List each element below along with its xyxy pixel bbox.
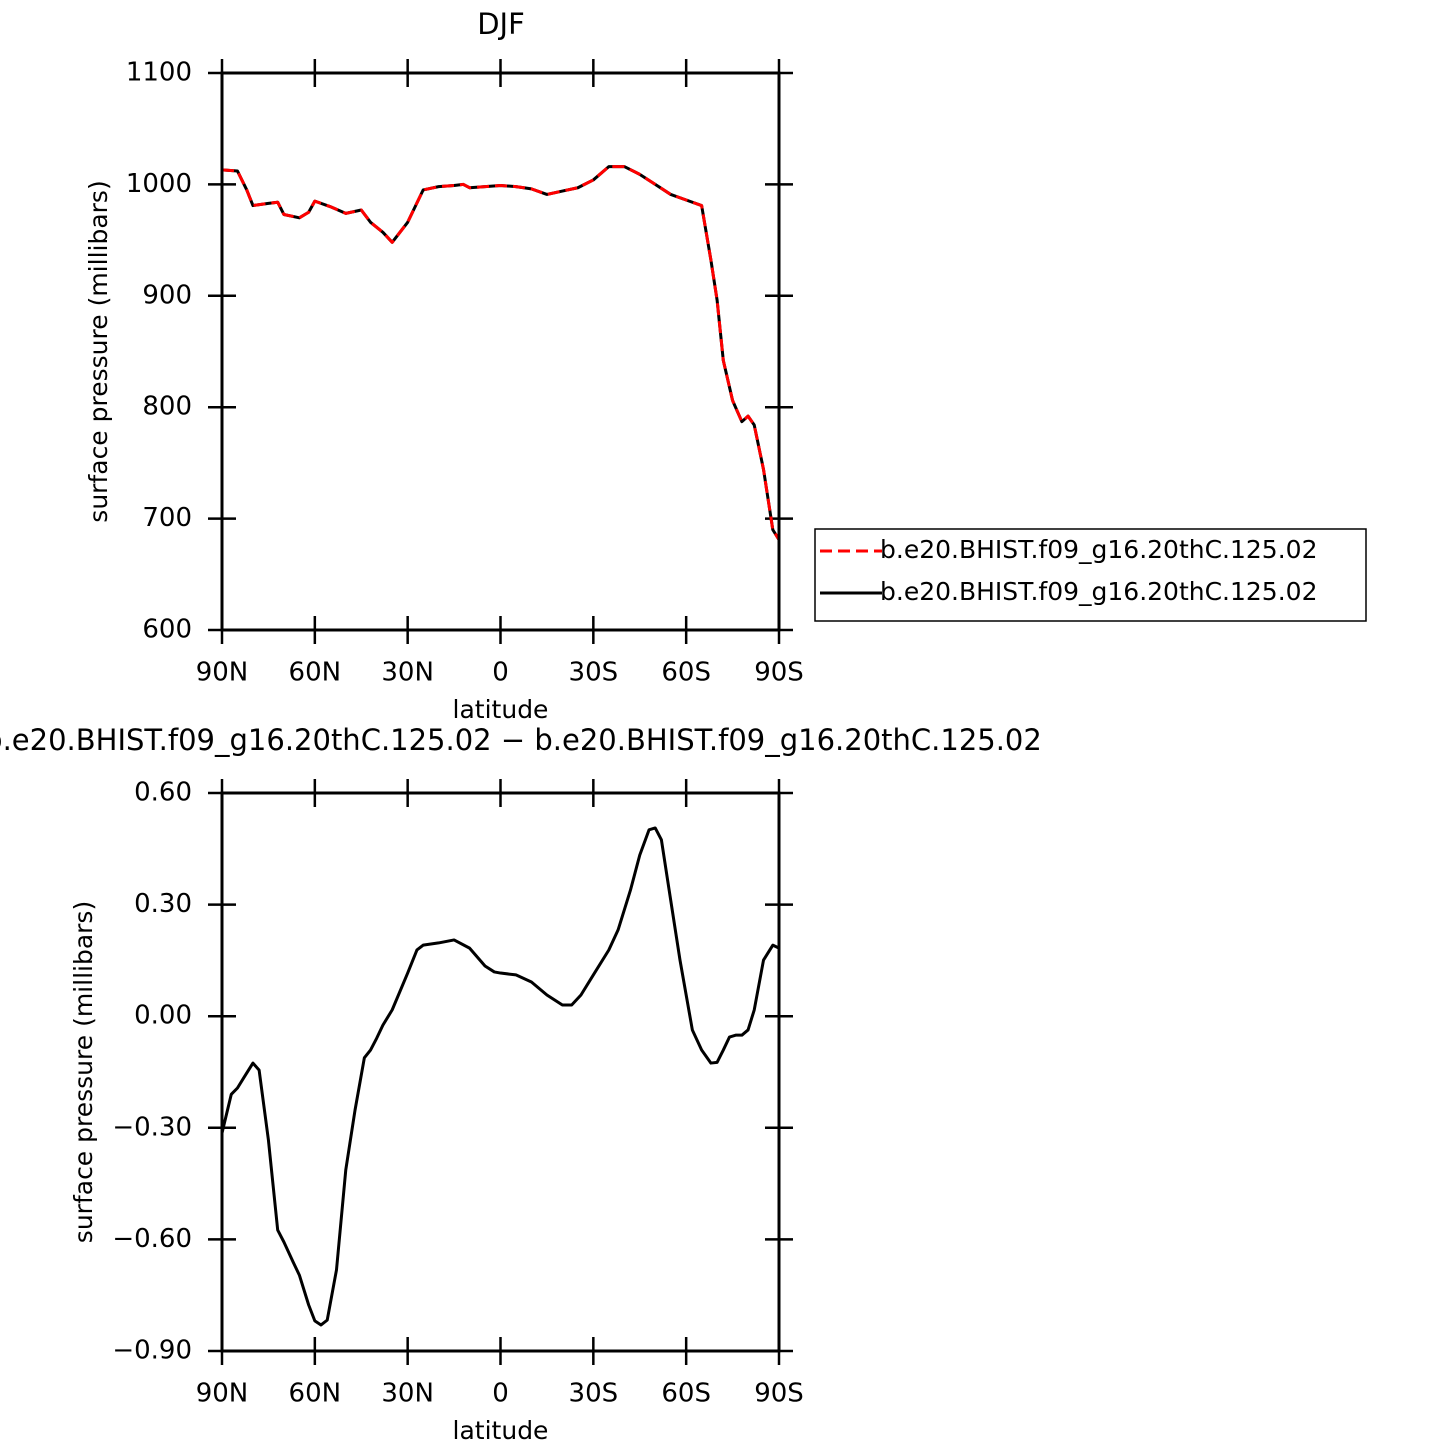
x-tick-label: 90S [754, 1379, 804, 1409]
x-tick-label: 30S [569, 1379, 619, 1409]
series-line [220, 826, 780, 1327]
y-axis-label: surface pressure (millibars) [84, 180, 113, 522]
y-tick-label: −0.60 [112, 1224, 192, 1254]
x-tick-label: 30N [381, 658, 434, 688]
legend-label: b.e20.BHIST.f09_g16.20thC.125.02 [880, 577, 1317, 606]
x-tick-label: 30S [569, 658, 619, 688]
series-line [221, 165, 781, 541]
chart-title: DJF [477, 7, 525, 41]
x-tick-label: 90S [754, 658, 804, 688]
y-tick-label: 900 [142, 280, 192, 310]
y-tick-label: 0.30 [134, 889, 192, 919]
y-tick-label: −0.30 [112, 1112, 192, 1142]
y-tick-label: −0.90 [112, 1336, 192, 1366]
x-tick-label: 60N [289, 658, 342, 688]
x-tick-label: 90N [196, 1379, 249, 1409]
y-tick-label: 800 [142, 392, 192, 422]
x-tick-label: 60N [289, 1379, 342, 1409]
x-tick-label: 0 [492, 658, 509, 688]
x-tick-label: 60S [661, 658, 711, 688]
y-axis-label: surface pressure (millibars) [69, 901, 98, 1243]
x-tick-label: 0 [492, 1379, 509, 1409]
legend-box [814, 528, 1367, 622]
x-tick-label: 60S [661, 1379, 711, 1409]
plot-frame [220, 791, 781, 1353]
y-tick-label: 1000 [126, 169, 192, 199]
legend-label: b.e20.BHIST.f09_g16.20thC.125.02 [880, 535, 1317, 564]
plot-frame [220, 71, 781, 632]
y-tick-label: 1100 [126, 58, 192, 88]
panel: b.e20.BHIST.f09_g16.20thC.125.02 − b.e20… [0, 723, 1042, 1445]
legend: b.e20.BHIST.f09_g16.20thC.125.02 b.e20.BH… [814, 528, 1367, 622]
x-tick-label: 90N [196, 658, 249, 688]
y-tick-label: 0.60 [134, 778, 192, 808]
panel: DJF latitude surface pressure (millibars) 6… [84, 7, 1367, 724]
chart-title: b.e20.BHIST.f09_g16.20thC.125.02 − b.e20… [0, 723, 1042, 757]
x-axis-label: latitude [453, 695, 549, 724]
y-tick-label: 600 [142, 615, 192, 645]
x-tick-label: 30N [381, 1379, 434, 1409]
series-line [221, 165, 781, 541]
x-axis-label: latitude [453, 1416, 549, 1445]
y-tick-label: 0.00 [134, 1001, 192, 1031]
y-tick-label: 700 [142, 503, 192, 533]
